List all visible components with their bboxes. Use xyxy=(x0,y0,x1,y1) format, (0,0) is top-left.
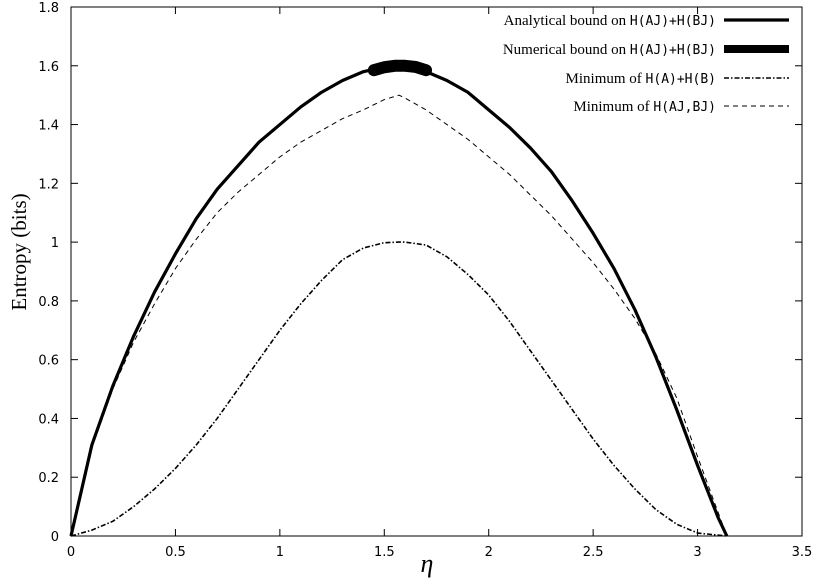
legend-prefix: Minimum of xyxy=(573,99,653,115)
y-tick-label: 1.2 xyxy=(38,177,59,192)
legend-math: H(AJ)+H(BJ) xyxy=(630,43,716,58)
series-line-4 xyxy=(70,94,728,537)
y-tick-label: 1 xyxy=(51,236,59,251)
legend-math: H(A)+H(B) xyxy=(646,72,716,87)
x-tick-label: 2 xyxy=(485,545,493,560)
legend: Analytical bound on H(AJ)+H(BJ)Numerical… xyxy=(503,13,789,115)
series-line-3 xyxy=(70,241,727,537)
legend-math: H(AJ)+H(BJ) xyxy=(630,14,716,29)
y-tick-label: 0.2 xyxy=(38,471,59,486)
legend-label-2: Numerical bound on H(AJ)+H(BJ) xyxy=(503,42,716,58)
x-tick-label: 0.5 xyxy=(165,545,186,560)
y-tick-label: 1.8 xyxy=(38,1,59,16)
series-line-2 xyxy=(367,59,433,77)
plot-frame xyxy=(70,6,803,537)
plot-border xyxy=(70,6,803,537)
series-line-1 xyxy=(69,64,729,537)
axis-tick-labels: 0 0.5 1 1.5 2 2.5 3 3.5 0 0.2 0.4 0.6 0.8 1 1.2 1.4 1.6 1… xyxy=(38,1,812,560)
legend-label-3: Minimum of H(A)+H(B) xyxy=(566,71,716,87)
legend-prefix: Analytical bound on xyxy=(504,13,630,29)
y-tick-label: 0.6 xyxy=(38,354,59,369)
y-tick-label: 1.4 xyxy=(38,119,59,134)
x-tick-label: 2.5 xyxy=(583,545,604,560)
y-tick-label: 0.4 xyxy=(38,412,59,427)
x-tick-label: 0 xyxy=(67,545,75,560)
y-axis-label: Entropy (bits) xyxy=(7,193,31,310)
x-tick-label: 1.5 xyxy=(374,545,395,560)
legend-math: H(AJ,BJ) xyxy=(653,100,716,115)
legend-prefix: Minimum of xyxy=(566,71,646,87)
data-series xyxy=(69,59,729,537)
legend-prefix: Numerical bound on xyxy=(503,42,630,58)
x-tick-label: 3 xyxy=(693,545,701,560)
y-tick-label: 0.8 xyxy=(38,295,59,310)
x-tick-label: 3.5 xyxy=(792,545,813,560)
x-axis-label: η xyxy=(421,549,434,578)
y-tick-label: 0 xyxy=(51,530,59,545)
y-tick-label: 1.6 xyxy=(38,60,59,75)
x-tick-label: 1 xyxy=(276,545,284,560)
legend-label-1: Analytical bound on H(AJ)+H(BJ) xyxy=(504,13,716,29)
legend-label-4: Minimum of H(AJ,BJ) xyxy=(573,99,716,115)
